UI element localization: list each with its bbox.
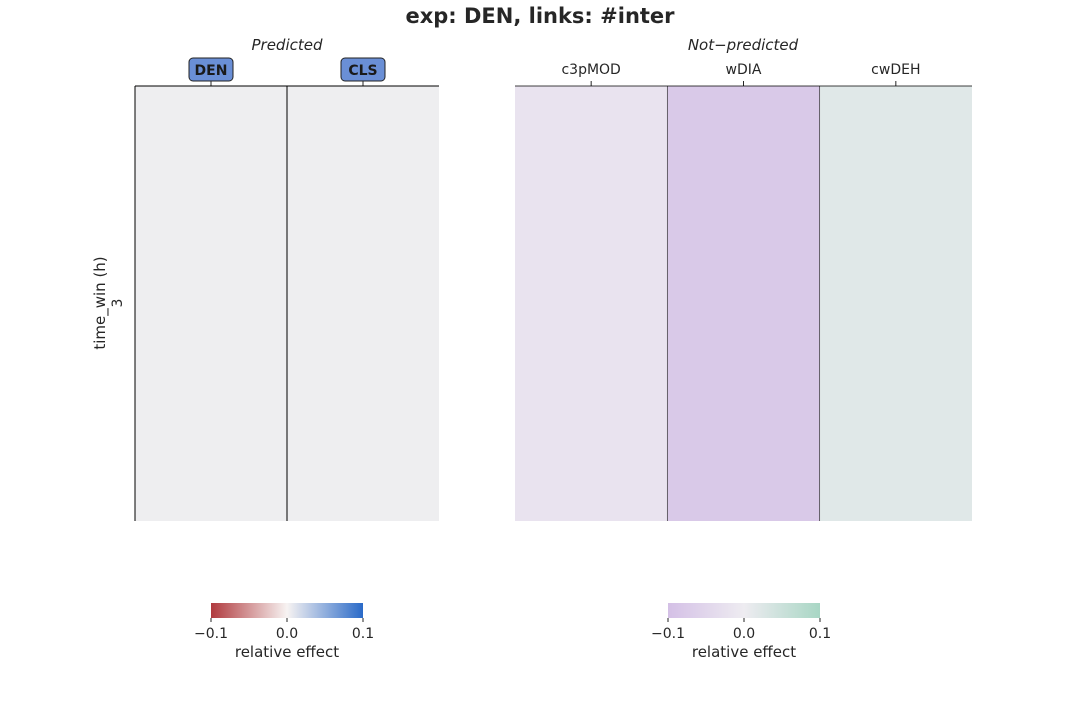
- column-label-cls: CLS: [348, 63, 377, 79]
- predicted-colorbar-gradient: [211, 603, 363, 618]
- column-badge-den: [188, 57, 234, 82]
- colorbar-tick-label: 0.0: [276, 626, 298, 642]
- predicted-colorbar-ticks: −0.1 0.0 0.1: [194, 618, 374, 642]
- colorbar-tick-label: 0.0: [733, 626, 755, 642]
- y-axis-label: time_win (h): [91, 256, 110, 349]
- column-label-cwdeh: cwDEH: [871, 62, 920, 78]
- heatmap-cell-cls: [287, 86, 439, 521]
- not-predicted-column-ticks: c3pMOD wDIA cwDEH: [561, 62, 920, 86]
- predicted-subtitle: Predicted: [251, 36, 322, 54]
- predicted-colorbar: −0.1 0.0 0.1 relative effect: [194, 603, 374, 661]
- predicted-panel: Predicted DEN CLS time_win (h) 3: [91, 36, 439, 521]
- not-predicted-colorbar: −0.1 0.0 0.1 relative effect: [651, 603, 831, 661]
- not-predicted-subtitle: Not−predicted: [688, 36, 799, 54]
- column-label-den: DEN: [195, 63, 228, 79]
- not-predicted-colorbar-ticks: −0.1 0.0 0.1: [651, 618, 831, 642]
- not-predicted-colorbar-label: relative effect: [692, 643, 796, 661]
- colorbar-tick-label: −0.1: [651, 626, 685, 642]
- heatmap-cell-den: [135, 86, 287, 521]
- colorbar-tick-label: −0.1: [194, 626, 228, 642]
- predicted-column-ticks: DEN CLS: [188, 57, 386, 86]
- heatmap-cell-c3pmod: [515, 86, 668, 521]
- colorbar-tick-label: 0.1: [352, 626, 374, 642]
- heatmap-cell-wdia: [667, 86, 820, 521]
- colorbar-tick-label: 0.1: [809, 626, 831, 642]
- not-predicted-heatmap-cells: [515, 86, 972, 521]
- chart-title: exp: DEN, links: #inter: [405, 4, 675, 28]
- column-label-wdia: wDIA: [726, 62, 762, 78]
- not-predicted-colorbar-gradient: [668, 603, 820, 618]
- y-tick-label: 3: [110, 299, 126, 308]
- not-predicted-panel: Not−predicted c3pMOD wDIA cwDEH: [515, 36, 972, 521]
- column-label-c3pmod: c3pMOD: [561, 62, 620, 78]
- predicted-heatmap-cells: [135, 86, 439, 521]
- column-badge-cls: [340, 57, 386, 82]
- heatmap-cell-cwdeh: [819, 86, 972, 521]
- predicted-colorbar-label: relative effect: [235, 643, 339, 661]
